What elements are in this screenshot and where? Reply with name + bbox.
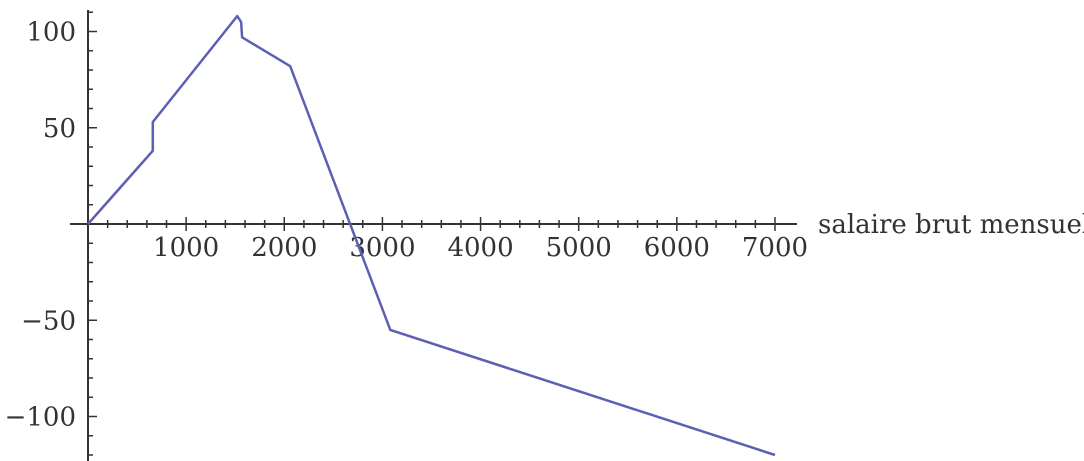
x-tick-label: 2000 xyxy=(251,233,317,263)
x-tick-label: 4000 xyxy=(447,233,513,263)
y-axis: 100 50 −50 −100 xyxy=(5,10,97,461)
x-tick-label: 7000 xyxy=(742,233,808,263)
y-tick-label: 100 xyxy=(26,18,76,48)
x-axis-title: salaire brut mensuel xyxy=(818,210,1084,240)
x-tick-label: 6000 xyxy=(644,233,710,263)
y-tick-label: −100 xyxy=(5,403,76,433)
series-group xyxy=(87,14,776,457)
x-tick-label: 1000 xyxy=(153,233,219,263)
x-axis: 1000 2000 3000 4000 5000 6000 7000 salaire bru… xyxy=(70,210,1084,263)
y-ticks: 100 50 −50 −100 xyxy=(5,11,97,456)
y-tick-label: 50 xyxy=(43,114,76,144)
y-tick-label: −50 xyxy=(21,306,76,336)
x-ticks: 1000 2000 3000 4000 5000 6000 7000 xyxy=(106,217,808,263)
series-line xyxy=(87,14,776,457)
x-tick-label: 5000 xyxy=(546,233,612,263)
